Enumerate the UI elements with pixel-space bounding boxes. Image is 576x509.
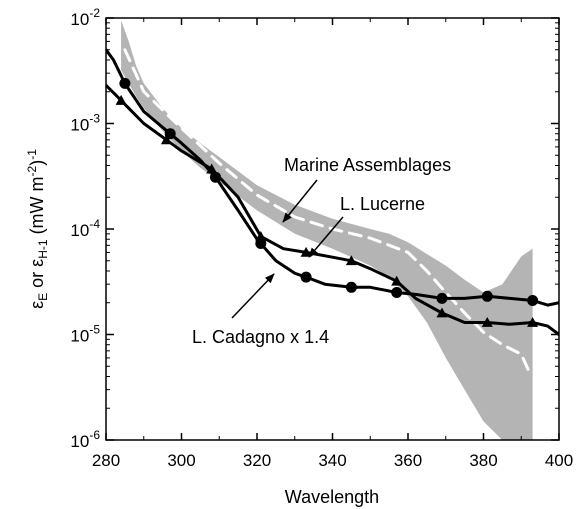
plot-frame (105, 17, 560, 441)
marker-l-lucerne-9 (527, 316, 539, 327)
x-tick-label-300: 300 (167, 451, 195, 470)
y-axis-title-sub-e: E (36, 293, 50, 301)
series-line-l-cadagno-x-1-4 (106, 48, 559, 307)
marker-l-lucerne-6 (391, 275, 403, 286)
marker-l-cadagno-x-1-4-8 (481, 290, 493, 302)
series-line-marine-assemblages (123, 48, 531, 373)
x-tick-label-320: 320 (243, 451, 271, 470)
marker-l-cadagno-x-1-4-5 (345, 281, 357, 293)
y-axis-title-unit-exp: -2 (25, 165, 39, 176)
x-tick-label-360: 360 (394, 451, 422, 470)
annotation-cadagno-arrow (231, 273, 275, 319)
y-axis-title-sub-h: H-1 (36, 239, 50, 259)
marker-l-lucerne-8 (481, 316, 493, 327)
x-tick-label-340: 340 (318, 451, 346, 470)
marker-l-lucerne-2 (206, 163, 218, 174)
x-tick-label-380: 380 (469, 451, 497, 470)
marker-l-lucerne-0 (115, 94, 127, 105)
y-axis-title-eps: ε (27, 301, 47, 309)
y-tick-label-1: 10-3 (70, 112, 100, 135)
marker-l-cadagno-x-1-4-6 (391, 287, 403, 298)
annotation-lucerne-arrow (308, 216, 344, 258)
marker-l-cadagno-x-1-4-4 (300, 271, 312, 283)
y-tick-label-0: 10-2 (70, 6, 100, 29)
x-axis-title: Wavelength (285, 487, 379, 507)
marker-l-cadagno-x-1-4-7 (436, 292, 448, 304)
y-axis-title-outer-exp: -1 (25, 149, 39, 160)
series-line-l-lucerne (106, 83, 559, 336)
marker-l-lucerne-5 (345, 255, 357, 266)
annotation-cadagno: L. Cadagno x 1.4 (192, 327, 329, 347)
annotation-lucerne: L. Lucerne (340, 194, 425, 214)
marker-l-lucerne-3 (255, 230, 267, 241)
y-tick-label-2: 10-4 (70, 217, 100, 240)
marker-l-lucerne-7 (436, 307, 448, 318)
marker-l-cadagno-x-1-4-9 (527, 295, 539, 306)
x-tick-label-400: 400 (545, 451, 573, 470)
marker-l-lucerne-1 (160, 134, 172, 145)
y-tick-label-3: 10-5 (70, 323, 100, 346)
y-axis-title-unit-close: ) (27, 160, 47, 166)
y-axis-title-unit: (mW m (27, 176, 47, 239)
y-axis-title-or: or (27, 267, 47, 293)
marker-l-cadagno-x-1-4-0 (119, 77, 131, 89)
annotation-marine: Marine Assemblages (284, 155, 451, 175)
y-axis-title: εE or εH-1 (mW m-2)-1 (25, 149, 50, 309)
x-tick-label-280: 280 (92, 451, 120, 470)
y-axis-title-eps-2: ε (27, 259, 47, 267)
y-tick-label-4: 10-6 (70, 428, 100, 451)
annotation-marine-arrow (282, 179, 318, 223)
marine-range-band (121, 20, 533, 440)
